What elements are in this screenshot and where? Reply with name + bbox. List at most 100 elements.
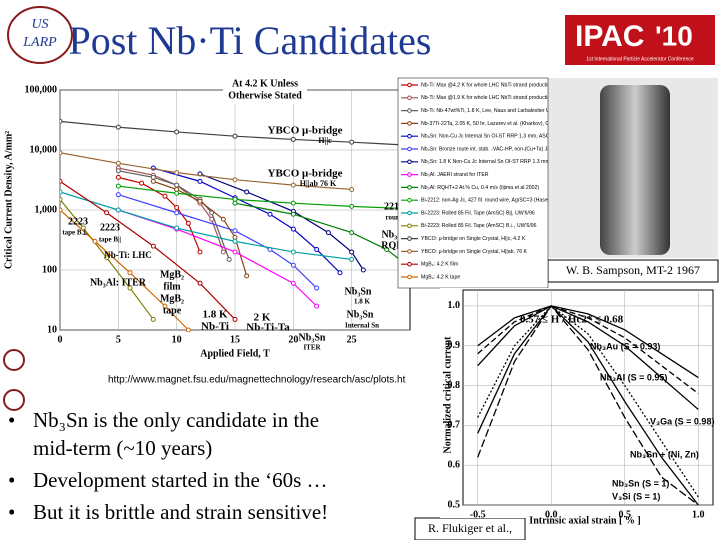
- point: [232, 196, 238, 202]
- series-group: [60, 118, 410, 332]
- point: [290, 211, 296, 217]
- x-tick-label: 25: [347, 334, 357, 345]
- legend-label: Bi-2223: Rolled 85 Fil. Tape (AmSC) B⊥, …: [421, 223, 537, 229]
- point: [267, 211, 273, 217]
- legend-marker: [407, 274, 412, 280]
- series-line: [118, 185, 410, 210]
- annotation: 2212: [384, 201, 404, 212]
- logo-subtext: 1st International Particle Accelerator C…: [586, 56, 693, 62]
- point: [220, 249, 226, 255]
- legend-marker: [407, 261, 412, 267]
- point: [232, 238, 238, 244]
- point: [349, 186, 355, 192]
- logo-text: '10: [655, 20, 693, 51]
- y-tick-label: 100,000: [25, 84, 58, 95]
- point: [197, 280, 203, 286]
- x-tick-label: -0.5: [470, 509, 486, 520]
- legend-marker: [407, 236, 412, 241]
- point: [185, 327, 191, 332]
- annotation: Internal Sn: [345, 322, 379, 330]
- annotation: H||c: [318, 136, 332, 145]
- y-tick-label: 1,000: [35, 204, 58, 215]
- point: [197, 249, 203, 255]
- point: [290, 200, 296, 206]
- point: [115, 160, 121, 166]
- point: [174, 182, 180, 188]
- point: [232, 234, 238, 240]
- annotation: RQHT: [381, 240, 411, 251]
- point: [232, 228, 238, 234]
- point: [337, 270, 343, 276]
- logo-text: US: [31, 17, 48, 32]
- point: [104, 255, 110, 261]
- legend-marker: [407, 197, 412, 203]
- point: [174, 190, 180, 196]
- legend-marker: [407, 172, 412, 177]
- x-tick-label: 20: [288, 334, 298, 345]
- point: [244, 189, 250, 195]
- annotation: Nb₃Sn: [347, 309, 374, 320]
- y-tick-label: 1.0: [448, 300, 461, 311]
- point: [60, 196, 63, 202]
- y-tick-label: 0.9: [448, 340, 461, 351]
- point: [185, 220, 191, 226]
- series-line: [477, 305, 699, 498]
- legend-label: Bi-2223: Rolled 85 Fil. Tape (AmSC) B||,…: [421, 210, 535, 216]
- point: [150, 178, 156, 184]
- point: [290, 226, 296, 232]
- series-line: [118, 170, 230, 260]
- legend-label: MgB₂: 4.2 K tape: [421, 274, 460, 280]
- series-line: [477, 305, 699, 379]
- y-axis-label: Normalized critical current: [442, 336, 453, 454]
- bullets: • Nb₃Sn is the only candidate in the mid-t…: [8, 408, 328, 524]
- series-line: [477, 304, 699, 506]
- x-tick-label: 0: [58, 334, 63, 345]
- y-tick-label: 100: [42, 264, 57, 275]
- legend-marker: [407, 223, 412, 229]
- annotation: 2223: [68, 216, 88, 227]
- point: [290, 249, 296, 255]
- bullet-dot: •: [8, 408, 15, 432]
- annotation: tape B||: [99, 236, 122, 244]
- point: [127, 285, 133, 291]
- point: [232, 177, 238, 183]
- point: [349, 256, 355, 262]
- point: [349, 249, 355, 255]
- point: [232, 316, 238, 322]
- point: [174, 210, 180, 216]
- y-axis-label: Critical Current Density, A/mm²: [3, 131, 14, 269]
- annotation: YBCO μ-bridge: [268, 125, 343, 137]
- point: [232, 133, 238, 139]
- legend-label: YBCO: μ-bridge on Single Crystal, H||c, …: [421, 236, 526, 242]
- legend-label: Nb-Ti: Nb-47wt%Ti, 1.8 K, Lee, Naus and …: [421, 108, 575, 114]
- legend-box: [397, 77, 549, 289]
- point: [349, 203, 355, 209]
- x-tick-label: 1.0: [692, 509, 705, 520]
- point: [174, 170, 180, 176]
- point: [232, 249, 238, 255]
- y-tick-label: 10,000: [30, 144, 58, 155]
- coil: [600, 85, 670, 255]
- logo-ring: [7, 6, 73, 64]
- point: [314, 246, 320, 252]
- legend-marker: [407, 121, 412, 126]
- point: [150, 316, 156, 322]
- point: [115, 168, 121, 174]
- annotation: At 4.2 K Unless: [232, 78, 298, 89]
- point: [174, 129, 180, 135]
- point: [115, 183, 121, 189]
- point: [162, 193, 168, 199]
- annotation: tape B⊥: [62, 229, 87, 237]
- series-label: Nb₃Au (S = 0.93): [590, 341, 660, 351]
- annotation: Nb-Ti-Ta: [246, 322, 290, 334]
- logo-icon: [3, 389, 25, 411]
- y-tick-label: 10: [47, 324, 57, 335]
- legend-marker: [407, 108, 412, 113]
- annotation: film: [163, 281, 181, 292]
- point: [360, 267, 366, 273]
- series-group: [477, 304, 699, 506]
- point: [60, 207, 63, 213]
- series-line: [60, 191, 352, 261]
- annotation: MgB₂: [160, 293, 184, 304]
- chart-strain: 0.5 0.6 0.7 0.8 0.9 1.0 -0.5 0.0 0.5 1.0 Intrinsic…: [440, 288, 720, 526]
